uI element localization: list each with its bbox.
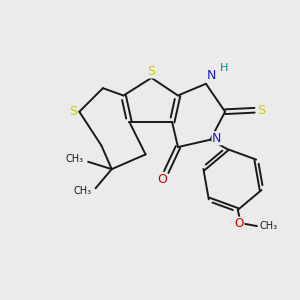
Text: N: N <box>207 69 217 82</box>
Text: S: S <box>69 105 77 118</box>
Text: O: O <box>235 217 244 230</box>
Text: N: N <box>212 132 221 145</box>
Text: CH₃: CH₃ <box>260 221 278 231</box>
Text: H: H <box>220 63 228 73</box>
Text: CH₃: CH₃ <box>66 154 84 164</box>
Text: S: S <box>257 104 265 117</box>
Text: CH₃: CH₃ <box>73 186 91 196</box>
Text: O: O <box>157 173 167 186</box>
Text: S: S <box>148 65 155 78</box>
